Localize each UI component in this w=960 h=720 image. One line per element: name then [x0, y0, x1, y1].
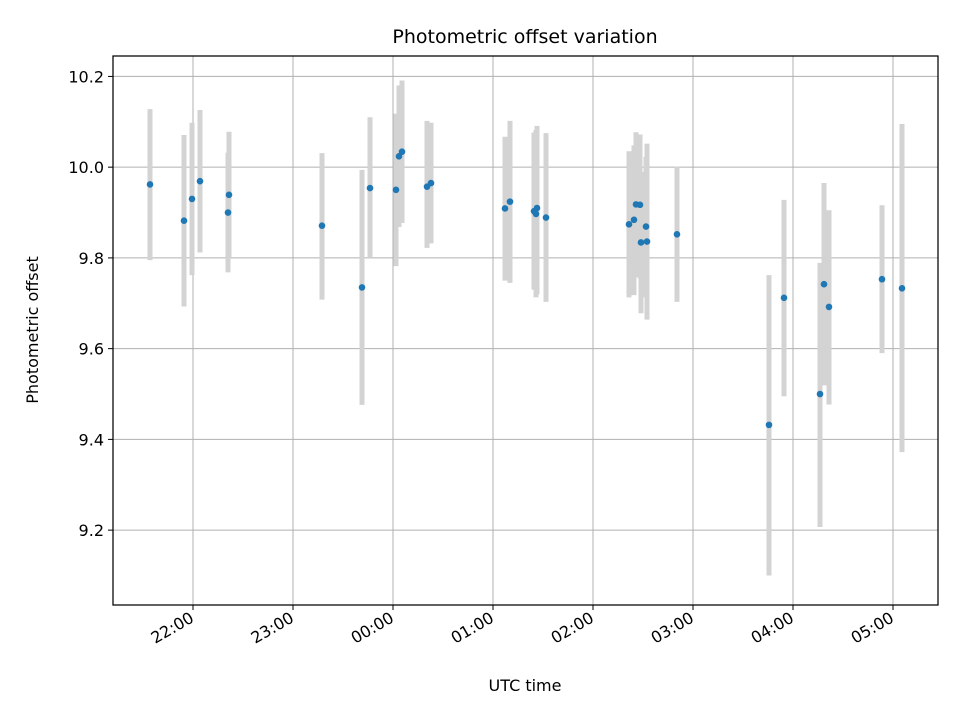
- data-point: [225, 191, 233, 199]
- data-point: [825, 303, 833, 311]
- data-point: [506, 198, 514, 205]
- data-point: [643, 238, 651, 245]
- data-point: [542, 214, 550, 221]
- data-point: [765, 421, 773, 429]
- data-point: [532, 210, 540, 218]
- plot-area: [112, 55, 939, 606]
- plot-frame: [112, 55, 939, 606]
- data-point: [146, 181, 154, 188]
- grid: [113, 56, 938, 605]
- data-point: [642, 223, 650, 230]
- data-point: [898, 285, 906, 292]
- data-point: [637, 239, 645, 246]
- y-tick-label: 9.4: [79, 430, 104, 449]
- y-tick-label: 10.0: [68, 158, 104, 177]
- data-point: [318, 222, 326, 229]
- chart-title: Photometric offset variation: [392, 26, 657, 48]
- data-point: [625, 221, 633, 228]
- data-point: [358, 284, 366, 291]
- data-point: [392, 186, 400, 194]
- y-tick-label: 9.6: [79, 340, 104, 359]
- x-axis-label: UTC time: [489, 676, 562, 695]
- data-points: [146, 148, 906, 429]
- data-point: [501, 205, 509, 212]
- data-point: [630, 216, 638, 224]
- data-point: [878, 275, 886, 283]
- data-point: [188, 195, 196, 203]
- data-point: [427, 179, 435, 187]
- y-axis-label: Photometric offset: [23, 256, 42, 404]
- data-point: [366, 184, 374, 192]
- y-tick-label: 9.2: [79, 521, 104, 540]
- data-point: [780, 294, 788, 302]
- data-point: [816, 390, 824, 398]
- data-point: [180, 217, 188, 224]
- data-point: [820, 280, 828, 288]
- y-tick-label: 9.8: [79, 249, 104, 268]
- data-point: [673, 231, 681, 238]
- data-point: [533, 204, 541, 212]
- y-axis: 9.2 9.4 9.6 9.8 10.0 10.2: [68, 67, 113, 540]
- y-tick-label: 10.2: [68, 67, 104, 86]
- data-point: [224, 209, 232, 216]
- data-point: [398, 148, 406, 156]
- data-point: [196, 177, 204, 185]
- data-point: [636, 201, 644, 209]
